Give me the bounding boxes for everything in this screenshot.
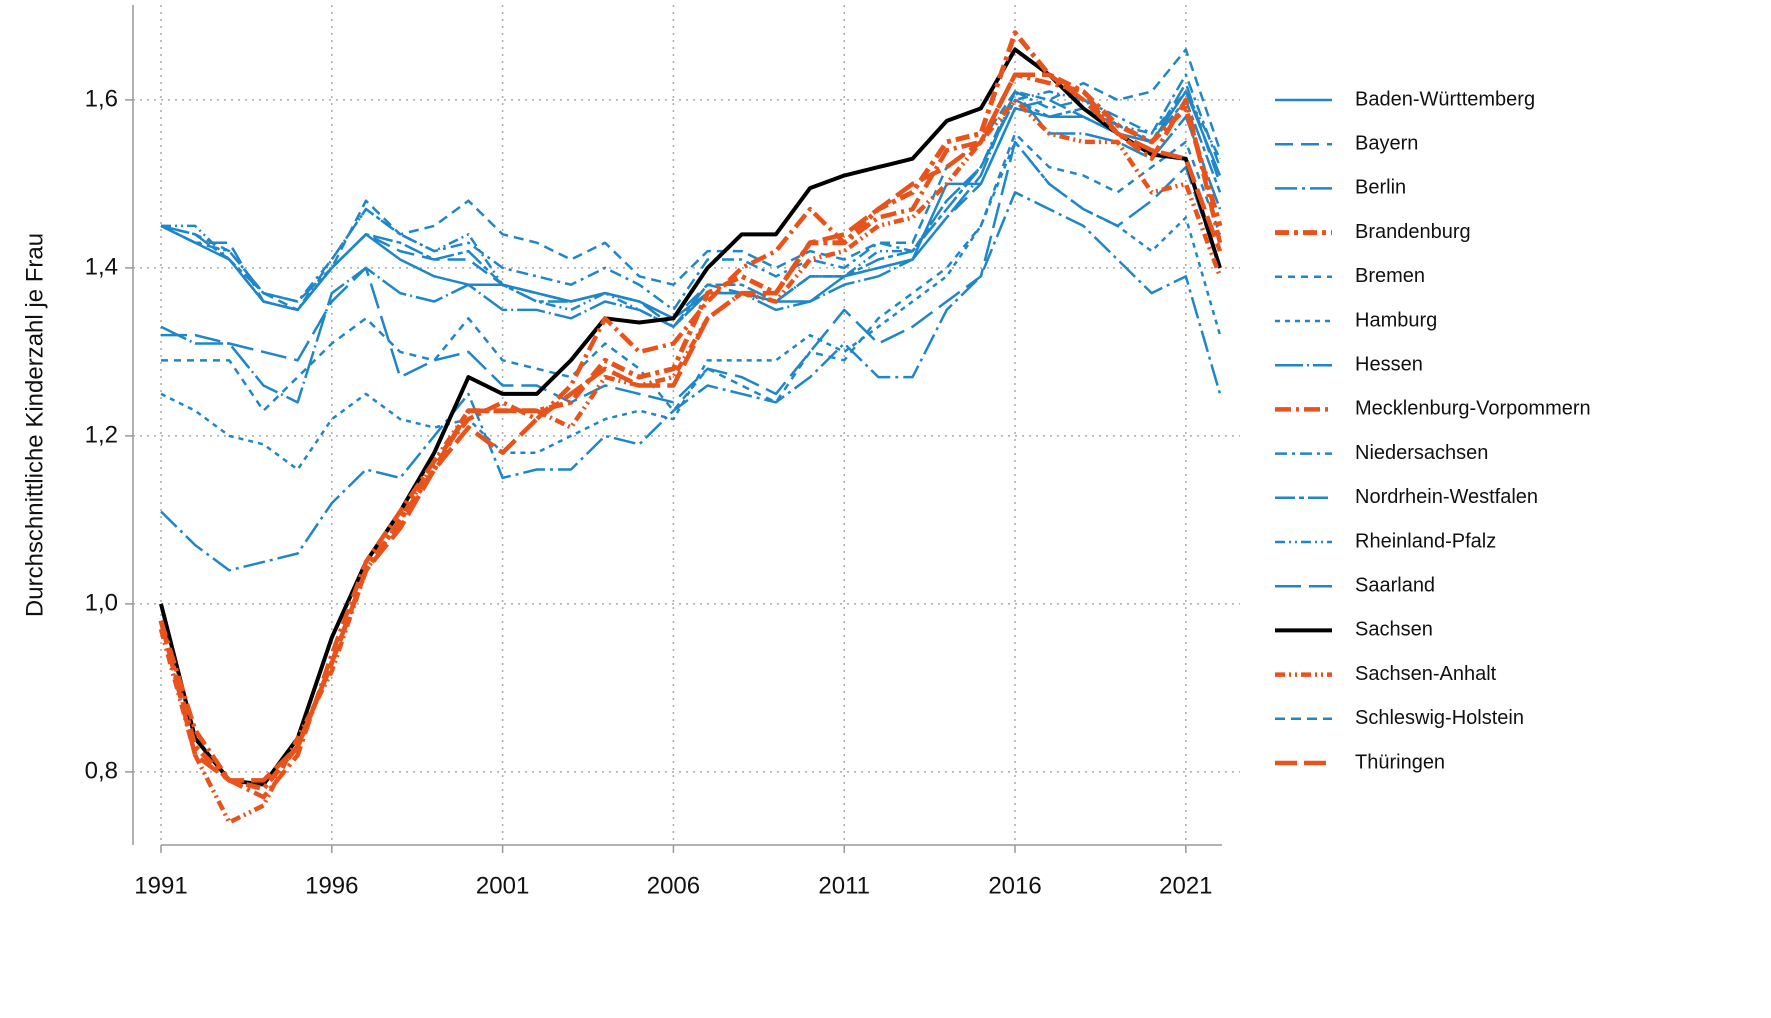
x-tick-label: 2001 [476,872,529,899]
y-tick-label: 1,4 [85,253,118,280]
line [158,30,1223,792]
y-tick-label: 1,2 [85,421,118,448]
x-tick-label: 2011 [818,872,870,899]
x-tick-label: 2021 [1159,872,1212,899]
line [158,72,1223,783]
line [158,97,1223,825]
legend-label: Bayern [1355,132,1418,154]
legend-label: Nordrhein-Westfalen [1355,486,1538,508]
y-tick-label: 0,8 [85,757,118,784]
legend-label: Schleswig-Holstein [1355,707,1524,729]
line [160,48,1222,312]
x-tick-label: 1991 [134,872,187,899]
legend-label: Rheinland-Pfalz [1355,530,1496,552]
legend-label: Brandenburg [1355,221,1471,243]
legend-label: Thüringen [1355,751,1445,773]
line [160,140,1222,471]
line [161,90,1222,328]
legend-label: Saarland [1355,574,1435,596]
legend-label: Hamburg [1355,309,1437,331]
y-tick-label: 1,0 [85,589,118,616]
y-tick-label: 1,6 [85,85,118,112]
line [161,132,1222,412]
line [160,191,1222,572]
legend-label: Sachsen [1355,619,1433,641]
legend-label: Baden-Württemberg [1355,88,1535,110]
y-axis-label: Durchschnittliche Kinderzahl je Frau [21,233,48,617]
legend-label: Niedersachsen [1355,442,1488,464]
legend-label: Hessen [1355,353,1423,375]
x-tick-label: 2016 [988,872,1041,899]
x-tick-label: 2006 [647,872,700,899]
line [161,140,1222,404]
legend-label: Sachsen-Anhalt [1355,663,1497,685]
line [159,47,1222,787]
line [158,72,1223,800]
legend-label: Bremen [1355,265,1425,287]
x-tick-label: 1996 [305,872,358,899]
legend-label: Mecklenburg-Vorpommern [1355,398,1591,420]
legend-label: Berlin [1355,177,1406,199]
line [160,98,1222,328]
